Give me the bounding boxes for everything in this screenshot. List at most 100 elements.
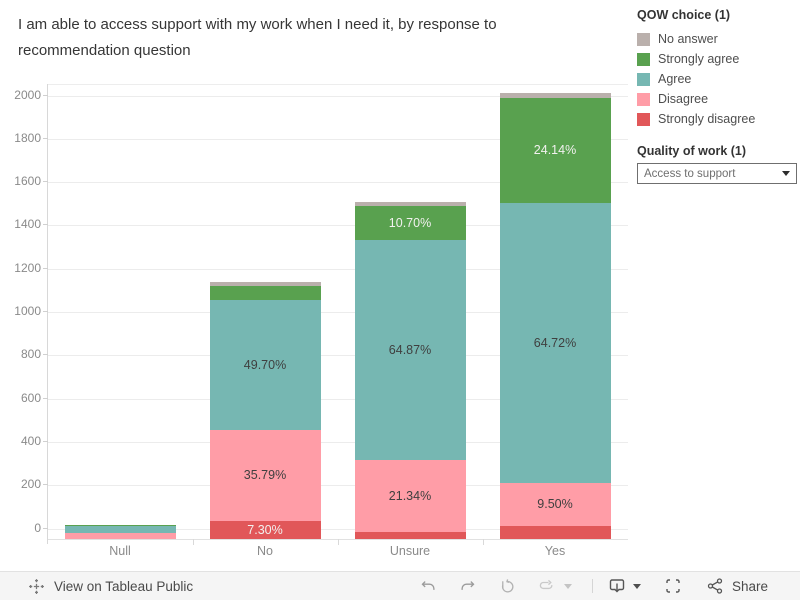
undo-icon (418, 577, 438, 596)
y-axis-tick-mark (42, 267, 48, 269)
download-caret-icon[interactable] (632, 583, 641, 589)
bar-segment-null-agree[interactable] (64, 526, 176, 533)
y-axis-tick-mark (42, 354, 48, 356)
download-icon (607, 576, 627, 596)
bar-segment-no-strongly-disagree[interactable]: 7.30% (209, 520, 321, 540)
legend-item-strongly-agree[interactable]: Strongly agree (637, 49, 795, 69)
bar-segment-yes-strongly-agree[interactable]: 24.14% (499, 97, 611, 204)
y-axis-tick-mark (42, 527, 48, 529)
y-axis-tick-label: 200 (20, 477, 41, 492)
x-axis-label-no: No (257, 544, 273, 558)
refresh-button[interactable] (536, 574, 556, 598)
bar-null (64, 524, 176, 540)
bar-segment-yes-no-answer[interactable] (499, 93, 611, 98)
bar-segment-no-no-answer[interactable] (209, 281, 321, 286)
y-axis-tick-label: 800 (20, 347, 41, 362)
bar-segment-null-strongly-agree[interactable] (64, 524, 176, 527)
gridline (47, 138, 628, 140)
share-button[interactable]: Share (705, 574, 768, 598)
y-axis-tick-mark (42, 94, 48, 96)
quality-of-work-dropdown[interactable]: Access to support (637, 163, 797, 184)
refresh-caret-icon[interactable] (563, 583, 572, 589)
legend-item-disagree[interactable]: Disagree (637, 89, 795, 109)
download-button[interactable] (607, 574, 627, 598)
bar-segment-yes-agree[interactable]: 64.72% (499, 203, 611, 483)
replay-button[interactable] (498, 574, 518, 598)
legend-panel: QOW choice (1) No answer Strongly agree Ag… (637, 8, 797, 184)
legend-label: Strongly agree (658, 52, 740, 66)
bar-segment-unsure-no-answer[interactable] (354, 201, 466, 206)
x-axis-label-null: Null (109, 544, 131, 558)
legend-swatch-strongly-disagree (637, 112, 650, 126)
toolbar-divider (591, 579, 593, 593)
plot-area: 7.30% 35.79% 49.70% 21.34% 64.87% 10.70% 9.50%… (47, 84, 628, 540)
legend-label: Disagree (658, 92, 709, 106)
bar-segment-yes-strongly-disagree[interactable] (499, 526, 611, 540)
share-icon (705, 576, 725, 596)
bar-unsure: 21.34% 64.87% 10.70% (354, 201, 466, 540)
gridline (47, 485, 628, 487)
segment-percent-label: 10.70% (388, 215, 432, 230)
legend-swatch-no-answer (637, 32, 650, 46)
bar-segment-unsure-strongly-agree[interactable]: 10.70% (354, 205, 466, 240)
y-axis-tick-mark (42, 397, 48, 399)
segment-percent-label: 64.87% (388, 342, 432, 357)
fullscreen-button[interactable] (663, 574, 683, 598)
y-axis-tick-mark (42, 311, 48, 312)
bar-segment-unsure-agree[interactable]: 64.87% (354, 239, 466, 460)
filter-title: Quality of work (1) (637, 144, 747, 158)
x-axis-tick-mark (337, 538, 339, 545)
bar-segment-unsure-disagree[interactable]: 21.34% (354, 459, 466, 532)
segment-percent-label: 9.50% (537, 497, 573, 512)
dropdown-selected-value: Access to support (644, 167, 736, 180)
redo-button[interactable] (458, 574, 478, 598)
y-axis-tick-label: 2000 (14, 87, 41, 102)
view-on-tableau-public-link[interactable]: View on Tableau Public (54, 578, 194, 594)
gridline (47, 312, 628, 313)
fullscreen-icon (663, 576, 683, 596)
undo-button[interactable] (418, 574, 438, 598)
bar-segment-unsure-strongly-disagree[interactable] (354, 531, 466, 540)
toolbar: View on Tableau Public (0, 571, 800, 600)
legend-swatch-agree (637, 72, 650, 86)
gridline (47, 182, 628, 184)
legend-item-strongly-disagree[interactable]: Strongly disagree (637, 109, 795, 129)
x-axis-label-unsure: Unsure (389, 544, 431, 558)
gridline (47, 441, 628, 443)
x-axis-tick-mark (482, 538, 484, 545)
y-axis-tick-mark (42, 181, 48, 183)
gridline (47, 355, 628, 357)
tableau-logo-icon[interactable] (28, 578, 45, 595)
bar-segment-no-strongly-agree[interactable] (209, 285, 321, 301)
legend-label: Agree (658, 72, 692, 86)
y-axis-tick-label: 1600 (14, 174, 41, 189)
caret-down-icon (782, 171, 790, 176)
share-label: Share (731, 578, 768, 594)
legend-swatch-strongly-agree (637, 52, 650, 66)
y-axis-tick-label: 1200 (14, 260, 41, 275)
gridline (47, 528, 628, 530)
bar-segment-no-agree[interactable]: 49.70% (209, 300, 321, 430)
bar-no: 7.30% 35.79% 49.70% (209, 281, 321, 540)
legend-item-no-answer[interactable]: No answer (637, 29, 795, 49)
bar-segment-no-disagree[interactable]: 35.79% (209, 429, 321, 521)
legend-label: Strongly disagree (658, 112, 756, 126)
bar-segment-null-disagree[interactable] (64, 532, 176, 540)
y-axis-tick-label: 400 (20, 433, 41, 448)
y-axis-tick-mark (42, 137, 48, 139)
y-axis-tick-label: 600 (20, 390, 41, 405)
y-axis-tick-mark (42, 484, 48, 486)
chart-title: I am able to access support with my work… (18, 16, 497, 59)
segment-percent-label: 64.72% (533, 335, 577, 350)
refresh-icon (536, 577, 556, 596)
y-axis-tick-mark (42, 224, 48, 226)
gridline (47, 225, 628, 227)
legend-item-agree[interactable]: Agree (637, 69, 795, 89)
segment-percent-label: 35.79% (243, 468, 287, 483)
y-axis-tick-mark (42, 440, 48, 442)
bar-segment-yes-disagree[interactable]: 9.50% (499, 482, 611, 527)
x-axis-tick-mark (192, 538, 194, 545)
gridline (47, 398, 628, 400)
legend-title: QOW choice (1) (637, 8, 731, 22)
